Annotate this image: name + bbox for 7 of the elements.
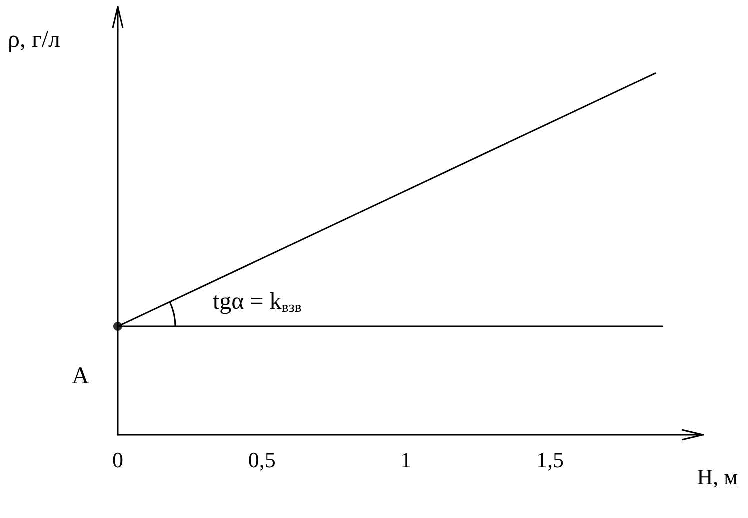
x-tick-label: 0,5 — [248, 448, 276, 472]
x-tick-label: 1 — [400, 448, 412, 472]
x-tick-label: 1,5 — [536, 448, 564, 472]
x-axis-title: H, м — [697, 464, 738, 490]
x-tick-label: 0 — [112, 448, 124, 472]
annotation: A — [72, 364, 90, 390]
y-axis-title: ρ, г/л — [8, 27, 60, 53]
